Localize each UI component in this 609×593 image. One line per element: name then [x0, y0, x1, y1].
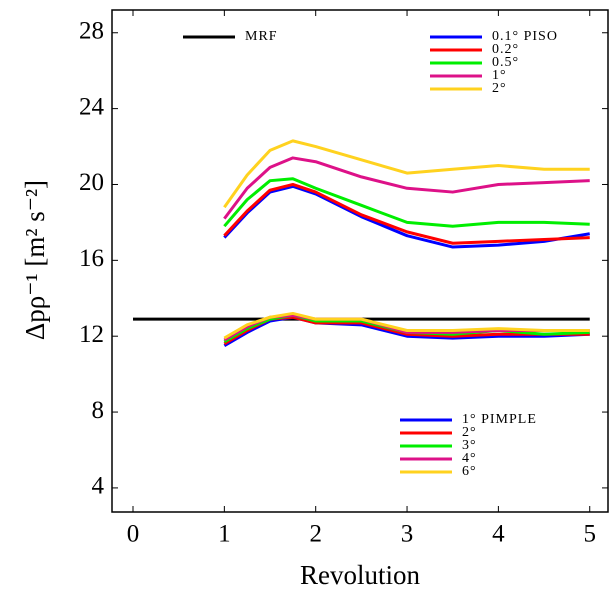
legend-label: 1° PIMPLE [462, 412, 537, 427]
y-tick-label: 28 [79, 17, 104, 44]
y-tick-label: 12 [79, 321, 104, 348]
y-tick-label: 8 [92, 397, 105, 424]
x-tick-label: 5 [583, 521, 596, 548]
legend-label: 2° [462, 425, 477, 440]
legend-label: 6° [462, 464, 477, 479]
x-tick-label: 4 [492, 521, 505, 548]
x-tick-label: 2 [309, 521, 322, 548]
series-line [223, 184, 590, 249]
legend-label: 0.1° PISO [492, 29, 558, 44]
x-axis-label: Revolution [300, 560, 420, 590]
plot-frame [111, 9, 609, 513]
x-tick-label: 0 [127, 521, 140, 548]
series-line [223, 177, 590, 228]
legend-label: 3° [462, 438, 477, 453]
series-line [223, 311, 590, 340]
series-line [223, 182, 590, 245]
x-tick-label: 1 [218, 521, 231, 548]
series-line [223, 315, 590, 347]
y-tick-label: 20 [79, 169, 104, 196]
legend-label: 1° [492, 68, 507, 83]
y-tick-label: 16 [79, 245, 104, 272]
y-tick-label: 24 [79, 93, 105, 120]
legend-label: 0.5° [492, 55, 519, 70]
series-line [223, 156, 590, 220]
y-tick-label: 4 [92, 473, 105, 500]
legend-label: 2° [492, 81, 507, 96]
legend-label: 4° [462, 451, 477, 466]
series-line [223, 139, 590, 209]
y-axis-label: Δpρ⁻¹ [m² s⁻²] [20, 180, 50, 340]
legend-label: MRF [245, 29, 278, 44]
legend-label: 0.2° [492, 42, 519, 57]
x-tick-label: 3 [401, 521, 414, 548]
